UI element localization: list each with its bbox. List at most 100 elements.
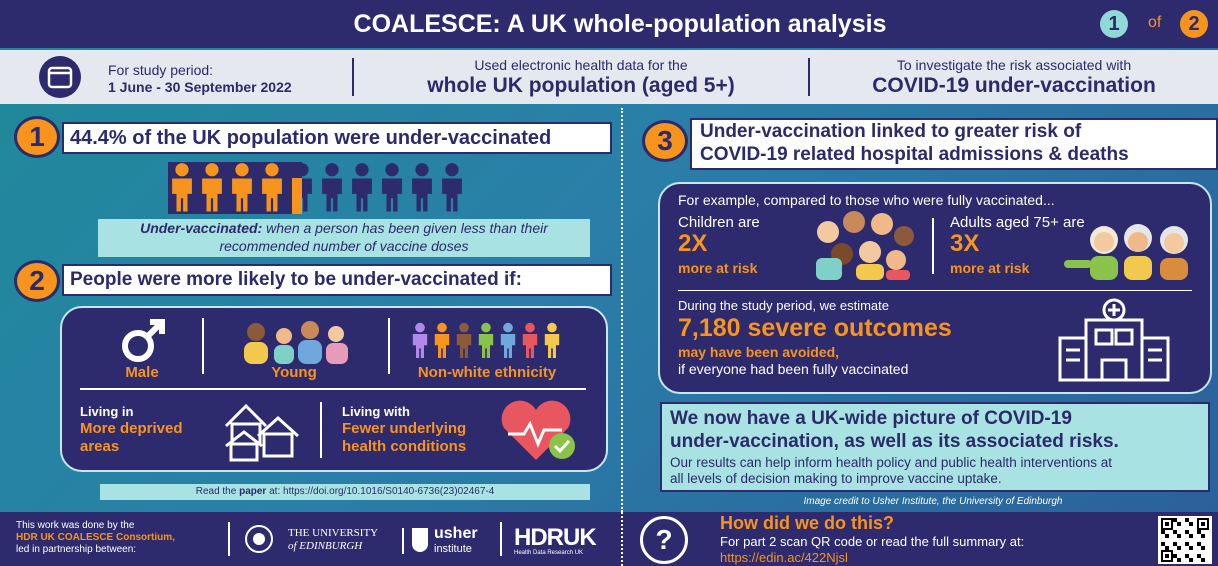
- icon-shape: [1189, 558, 1193, 562]
- icon-shape: [549, 433, 575, 459]
- estimate: 7,180 severe outcomes: [678, 314, 952, 343]
- section-number: 1: [14, 116, 60, 158]
- factor-label: Male: [92, 364, 192, 381]
- icon-shape: [1165, 534, 1169, 538]
- icon-shape: [412, 179, 432, 212]
- icon-shape: [886, 250, 906, 270]
- icon-shape: [355, 163, 368, 176]
- icon-shape: [1197, 554, 1201, 558]
- factor-label: Young: [244, 364, 344, 381]
- estimate-intro: During the study period, we estimate: [678, 298, 889, 313]
- icon-shape: [1185, 542, 1189, 546]
- factors-box: Male Young Non-white ethnicity Living in…: [60, 306, 608, 472]
- icon-shape: [415, 323, 425, 333]
- divider: [228, 522, 230, 556]
- footer-text: This work was done by the: [16, 520, 134, 531]
- icon-shape: [1201, 558, 1205, 562]
- icon-shape: [523, 334, 537, 358]
- group-ratio: 3X: [950, 230, 979, 258]
- read-prefix: Read the: [196, 486, 237, 497]
- icon-shape: [352, 179, 372, 212]
- edinburgh-crest: [244, 524, 274, 554]
- icon-shape: [265, 163, 278, 176]
- icon-shape: [1165, 546, 1169, 550]
- living-prefix: Living in: [80, 404, 133, 419]
- data-label: Used electronic health data for the: [354, 57, 808, 73]
- icon-shape: [274, 345, 294, 364]
- icon-shape: [1201, 522, 1205, 526]
- children-icon: [808, 210, 916, 280]
- icon-shape: [545, 334, 559, 358]
- definition-text: when a person has been given less than t…: [266, 220, 548, 236]
- icon-shape: [503, 323, 513, 333]
- row-divider: [80, 388, 586, 390]
- icon-shape: [292, 178, 302, 214]
- hdruk-sub: Health Data Research UK: [514, 550, 583, 556]
- living-text: Fewer underlying: [342, 420, 466, 437]
- icon-shape: [1189, 522, 1193, 526]
- icon-shape: [39, 56, 81, 98]
- qr-code: [1158, 516, 1212, 564]
- element: [1060, 300, 1168, 380]
- icon-shape: [871, 213, 893, 235]
- icon-shape: [231, 444, 257, 460]
- icon-shape: [413, 334, 427, 358]
- icon-shape: [264, 434, 292, 456]
- definition-box: Under-vaccinated: when a person has been…: [98, 219, 590, 257]
- icon-shape: [1116, 330, 1132, 344]
- icon-shape: [235, 163, 248, 176]
- icon-shape: [1185, 530, 1189, 534]
- icon-shape: [1173, 554, 1177, 558]
- estimate-text: may have been avoided,: [678, 344, 839, 360]
- usher-mark: [412, 528, 428, 552]
- living-prefix: Living with: [342, 404, 410, 419]
- icon-shape: [1096, 330, 1112, 344]
- icon-shape: [437, 323, 447, 333]
- group-risk: more at risk: [950, 260, 1029, 276]
- question-icon: ?: [640, 516, 688, 564]
- how-body: For part 2 scan QR code or read the full…: [720, 534, 1024, 549]
- people-row: [168, 162, 472, 214]
- icon-shape: [244, 342, 268, 364]
- risk-box: For example, compared to those who were …: [658, 182, 1212, 394]
- period-value: 1 June - 30 September 2022: [108, 79, 292, 95]
- hdruk-logo: HDRUK: [514, 524, 596, 552]
- title-bar: COALESCE: A UK whole-population analysis…: [0, 0, 1218, 48]
- icon-shape: [445, 163, 458, 176]
- icon-shape: [1201, 534, 1205, 538]
- section-title: Under-vaccination linked to greater risk…: [700, 120, 1216, 143]
- how-link[interactable]: https://edin.ac/422Njsl: [720, 550, 848, 565]
- adults-icon: [1064, 218, 1198, 280]
- group-ratio: 2X: [678, 230, 707, 258]
- icon-shape: [205, 163, 218, 176]
- icon-shape: [1094, 232, 1114, 252]
- conclusion-title: under-vaccination, as well as its associ…: [670, 431, 1119, 453]
- icon-shape: [856, 264, 884, 280]
- icon-shape: [886, 270, 910, 280]
- icon-shape: [1161, 542, 1165, 546]
- icon-shape: [457, 334, 471, 358]
- icon-shape: [1177, 558, 1181, 562]
- aim-value: COVID-19 under-vaccination: [810, 74, 1218, 98]
- page-current: 1: [1100, 10, 1128, 38]
- icon-shape: [894, 226, 914, 246]
- young-icon: [236, 316, 352, 364]
- icon-shape: [326, 343, 348, 364]
- icon-shape: [481, 323, 491, 333]
- conclusion-body: Our results can help inform health polic…: [670, 455, 1112, 470]
- icon-shape: [1197, 530, 1201, 534]
- icon-shape: [385, 163, 398, 176]
- icon-shape: [817, 221, 839, 243]
- icon-shape: [276, 328, 292, 344]
- footer-text: HDR UK COALESCE Consortium,: [16, 532, 175, 543]
- subheader: For study period: 1 June - 30 September …: [0, 50, 1218, 104]
- icon-shape: [322, 179, 342, 212]
- icon-shape: [1177, 534, 1181, 538]
- icon-shape: [1197, 542, 1201, 546]
- icon-shape: [501, 334, 515, 358]
- icon-shape: [1177, 546, 1181, 550]
- section-title: People were more likely to be under-vacc…: [62, 264, 612, 296]
- section-title: COVID-19 related hospital admissions & d…: [700, 143, 1216, 166]
- icon-shape: [1177, 522, 1181, 526]
- footer-text: led in partnership between:: [16, 544, 136, 555]
